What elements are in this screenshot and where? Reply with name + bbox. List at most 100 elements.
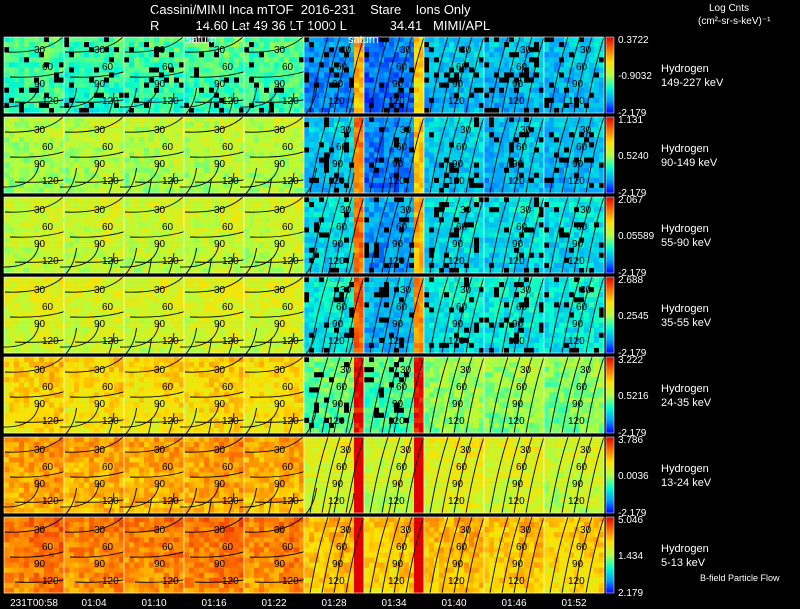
- contour-label: 120: [568, 256, 585, 267]
- time-tick-label: 01:52: [561, 598, 586, 609]
- contour-line: [525, 116, 545, 194]
- contour-line: [405, 276, 425, 354]
- contour-line: [321, 116, 341, 194]
- contour-label: 30: [340, 285, 352, 296]
- contour-label: 120: [42, 496, 59, 507]
- contour-label: 90: [392, 79, 404, 90]
- contour-label: 90: [512, 79, 524, 90]
- contour-label: 30: [154, 205, 166, 216]
- contour-label: 60: [42, 62, 54, 73]
- contour-line: [441, 196, 461, 274]
- contour-line: [441, 276, 461, 354]
- contour-line: [184, 87, 257, 133]
- energy-label: 90-149 keV: [661, 157, 718, 169]
- image-panel: 30 60 90 120: [119, 322, 272, 434]
- contour-line: [345, 436, 365, 514]
- contour-line: [465, 276, 485, 354]
- contour-label: 120: [328, 416, 345, 427]
- saturn-label: saturn: [348, 34, 379, 46]
- contour-label: 60: [162, 382, 174, 393]
- contour-label: 120: [102, 96, 119, 107]
- contour-label: 30: [154, 125, 166, 136]
- colorbar-tick-label: -2.179: [618, 348, 647, 359]
- contour-label: 30: [94, 365, 106, 376]
- contour-label: 30: [460, 205, 472, 216]
- contour-label: 60: [396, 62, 408, 73]
- contour-line: [119, 2, 160, 28]
- contour-label: 120: [388, 256, 405, 267]
- contour-label: 90: [332, 319, 344, 330]
- contour-label: 120: [162, 256, 179, 267]
- contour-line: [393, 276, 413, 354]
- contour-line: [239, 322, 280, 348]
- colorbar-tick-label: 1.131: [618, 115, 643, 126]
- contour-label: 30: [460, 45, 472, 56]
- image-panel: 30 60 90 120: [423, 36, 485, 114]
- contour-label: 90: [332, 159, 344, 170]
- contour-label: 90: [572, 239, 584, 250]
- contour-label: 120: [388, 416, 405, 427]
- contour-label: 120: [328, 336, 345, 347]
- contour-label: 30: [520, 125, 532, 136]
- contour-label: 120: [282, 176, 299, 187]
- contour-line: [525, 356, 545, 434]
- contour-line: [0, 482, 40, 508]
- contour-label: 120: [222, 496, 239, 507]
- image-panel: 30 60 90 120: [363, 36, 425, 114]
- contour-label: 90: [512, 399, 524, 410]
- contour-line: [244, 487, 317, 533]
- contour-label: 120: [448, 576, 465, 587]
- contour-line: [381, 196, 401, 274]
- contour-line: [381, 516, 401, 594]
- contour-label: 60: [102, 222, 114, 233]
- contour-line: [585, 196, 605, 274]
- contour-line: [489, 276, 509, 354]
- image-panel: 30 60 90 120: [59, 242, 212, 354]
- contour-label: 30: [274, 445, 286, 456]
- contour-label: 60: [576, 382, 588, 393]
- contour-line: [405, 116, 425, 194]
- image-panel: 30 60 90 120: [179, 322, 332, 434]
- contour-label: 120: [328, 576, 345, 587]
- colorbar: [605, 436, 615, 514]
- contour-line: [119, 482, 160, 508]
- contour-label: 120: [508, 176, 525, 187]
- contour-label: 30: [340, 205, 352, 216]
- contour-line: [321, 516, 341, 594]
- contour-label: 30: [460, 445, 472, 456]
- energy-label: 5-13 keV: [661, 557, 706, 569]
- contour-line: [321, 276, 341, 354]
- colorbar-tick-label: -2.179: [618, 428, 647, 439]
- time-tick-label: 01:28: [321, 598, 346, 609]
- contour-line: [453, 116, 473, 194]
- contour-label: 60: [516, 382, 528, 393]
- contour-line: [345, 196, 365, 274]
- image-panel: 30 60 90 120: [0, 82, 152, 194]
- contour-line: [585, 356, 605, 434]
- contour-label: 90: [512, 479, 524, 490]
- contour-label: 60: [456, 62, 468, 73]
- contour-line: [501, 36, 521, 114]
- colorbar-tick-label: 0.5216: [618, 391, 649, 402]
- contour-label: 60: [456, 542, 468, 553]
- contour-line: [573, 436, 593, 514]
- image-panel: 30 60 90 120: [59, 2, 212, 114]
- energy-label: 35-55 keV: [661, 317, 712, 329]
- image-panel: 30 60 90 120: [303, 436, 365, 514]
- contour-label: 90: [214, 479, 226, 490]
- contour-line: [369, 436, 389, 514]
- image-panel: 30 60 90 120: [483, 356, 545, 434]
- image-panel: 30 60 90 120: [363, 196, 425, 274]
- contour-line: [333, 276, 353, 354]
- contour-label: 60: [576, 462, 588, 473]
- contour-label: 90: [332, 399, 344, 410]
- contour-label: 90: [34, 399, 46, 410]
- contour-label: 60: [336, 62, 348, 73]
- colorbar-tick-label: -2.179: [618, 268, 647, 279]
- contour-line: [239, 82, 280, 108]
- contour-label: 60: [282, 542, 294, 553]
- contour-line: [501, 116, 521, 194]
- contour-label: 60: [456, 462, 468, 473]
- species-label: Hydrogen: [661, 143, 709, 155]
- contour-label: 90: [332, 79, 344, 90]
